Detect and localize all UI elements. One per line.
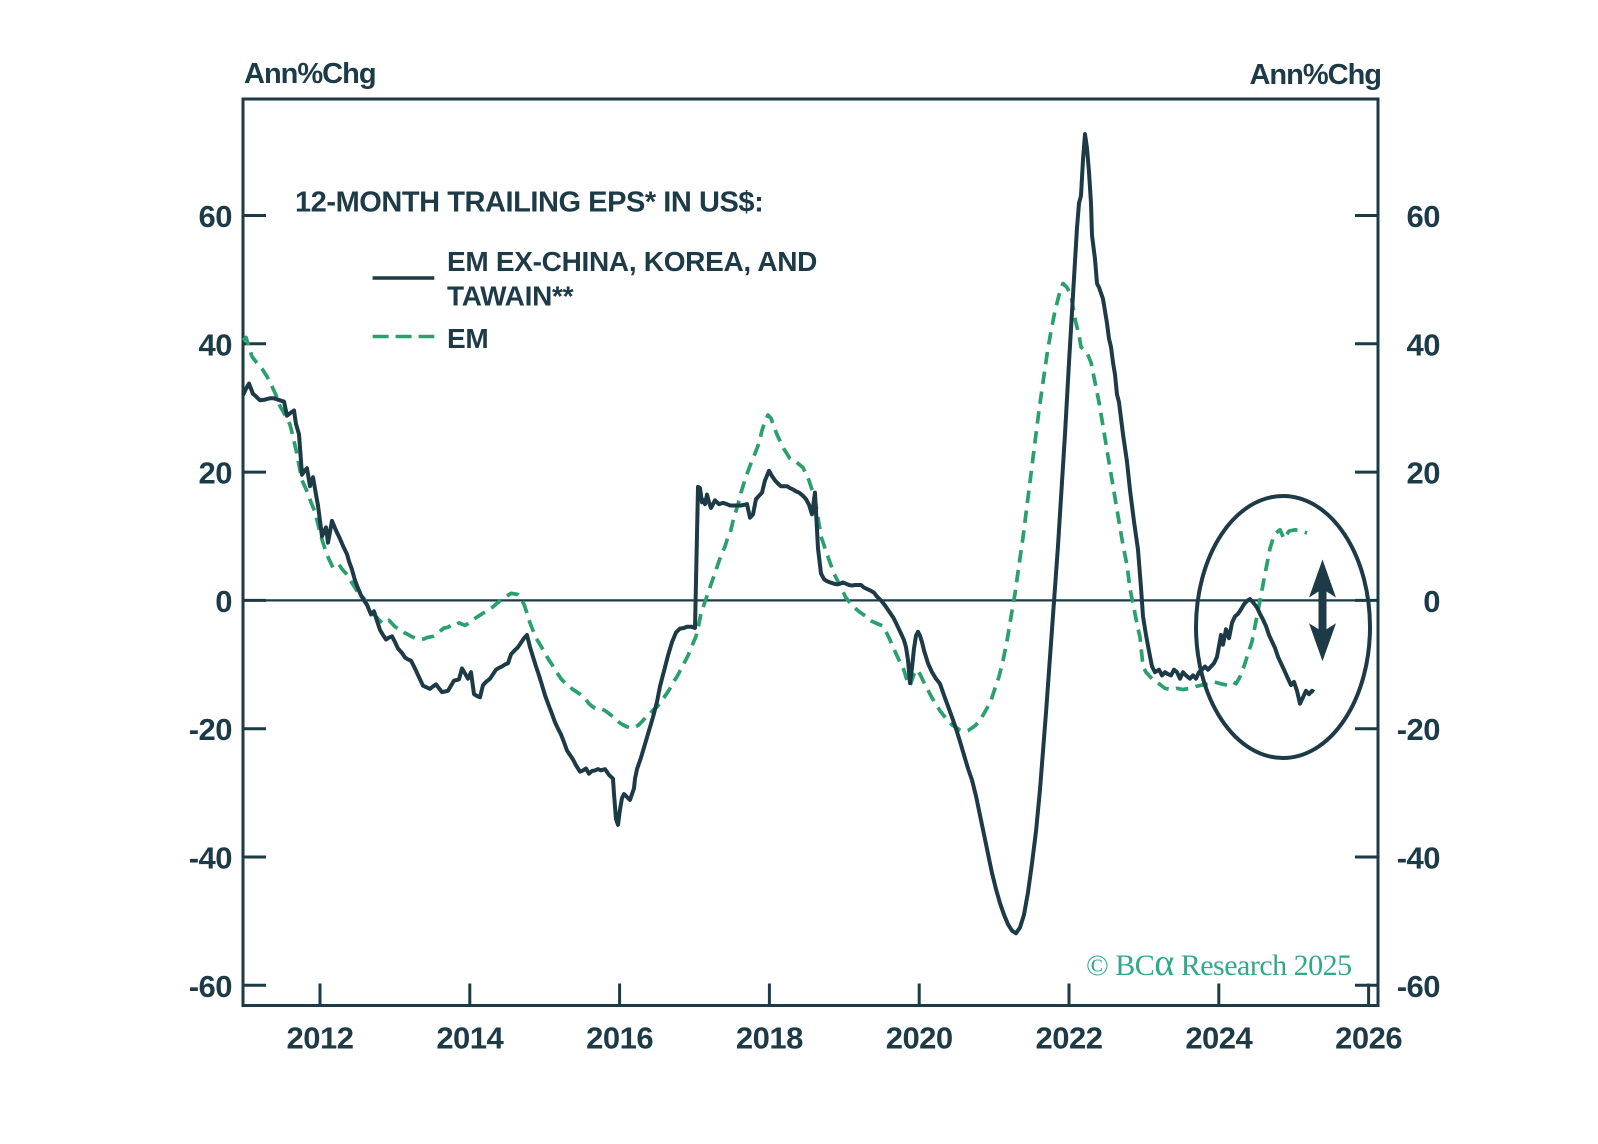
svg-text:-20: -20 — [189, 712, 232, 747]
svg-text:2012: 2012 — [287, 1021, 354, 1056]
svg-text:0: 0 — [1423, 584, 1440, 619]
svg-text:-60: -60 — [189, 969, 232, 1004]
svg-text:-40: -40 — [189, 841, 232, 876]
svg-text:2022: 2022 — [1036, 1021, 1103, 1056]
svg-text:2018: 2018 — [736, 1021, 803, 1056]
svg-text:© BCα Research 2025: © BCα Research 2025 — [1086, 942, 1352, 984]
svg-text:20: 20 — [1407, 456, 1440, 491]
svg-text:60: 60 — [1407, 199, 1440, 234]
svg-text:0: 0 — [215, 584, 232, 619]
svg-text:-40: -40 — [1397, 841, 1440, 876]
svg-text:-20: -20 — [1397, 712, 1440, 747]
svg-text:40: 40 — [199, 327, 232, 362]
svg-text:2020: 2020 — [886, 1021, 953, 1056]
svg-text:2016: 2016 — [586, 1021, 653, 1056]
svg-text:12-MONTH TRAILING EPS* IN US$:: 12-MONTH TRAILING EPS* IN US$: — [295, 187, 763, 219]
svg-text:Ann%Chg: Ann%Chg — [1249, 59, 1381, 91]
svg-text:2026: 2026 — [1335, 1021, 1402, 1056]
svg-text:EM: EM — [447, 323, 488, 354]
svg-text:20: 20 — [199, 456, 232, 491]
svg-text:-60: -60 — [1397, 969, 1440, 1004]
svg-text:TAWAIN**: TAWAIN** — [447, 281, 574, 312]
svg-text:Ann%Chg: Ann%Chg — [244, 58, 376, 90]
svg-text:60: 60 — [199, 199, 232, 234]
svg-text:EM EX-CHINA, KOREA, AND: EM EX-CHINA, KOREA, AND — [447, 246, 817, 277]
svg-text:2024: 2024 — [1185, 1021, 1253, 1056]
svg-text:40: 40 — [1407, 327, 1440, 362]
svg-text:2014: 2014 — [436, 1021, 504, 1056]
